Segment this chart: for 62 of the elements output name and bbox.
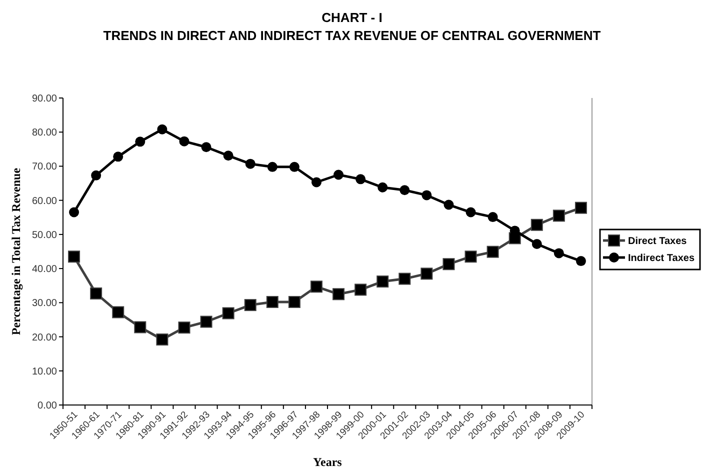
point [486, 246, 499, 258]
point [200, 316, 212, 328]
point [157, 124, 168, 134]
point [201, 142, 212, 152]
point [334, 170, 344, 180]
y-axis-title: Percentage in Total Tax Revenue [9, 167, 23, 336]
point [554, 248, 564, 258]
point [400, 185, 410, 196]
y-tick-label: 0.00 [38, 400, 58, 412]
point [311, 177, 322, 188]
point [267, 162, 278, 172]
point [420, 268, 433, 280]
point [466, 207, 476, 218]
point [356, 174, 366, 184]
y-tick-label: 60.00 [32, 196, 58, 207]
chart-title: CHART - I [322, 10, 382, 25]
legend-label: Indirect Taxes [628, 253, 695, 264]
point [574, 202, 587, 214]
point [444, 200, 454, 210]
y-tick-label: 20.00 [32, 332, 58, 344]
point [179, 136, 190, 146]
y-tick-label: 80.00 [32, 128, 58, 139]
y-tick-label: 90.00 [32, 94, 58, 104]
point [245, 158, 256, 169]
point [310, 280, 322, 293]
point [464, 250, 477, 263]
point [289, 162, 300, 172]
point [354, 284, 367, 296]
legend-label: Direct Taxes [628, 236, 688, 247]
point [442, 258, 455, 270]
point [244, 299, 256, 312]
point [112, 306, 124, 318]
point [530, 218, 543, 231]
point [223, 150, 234, 161]
point [378, 182, 388, 192]
point [69, 207, 80, 218]
y-tick-label: 10.00 [32, 366, 58, 378]
x-axis-title: Years [313, 455, 342, 469]
point [68, 250, 80, 263]
point [156, 334, 168, 346]
point [532, 238, 542, 249]
point [113, 152, 124, 162]
point [422, 190, 432, 200]
y-tick-label: 50.00 [32, 230, 58, 241]
point [332, 288, 345, 300]
y-tick-label: 40.00 [32, 264, 58, 276]
point [134, 321, 146, 334]
point [552, 210, 565, 222]
y-tick-label: 70.00 [32, 162, 58, 173]
point [90, 287, 102, 300]
point [91, 170, 102, 180]
chart-subtitle: TRENDS IN DIRECT AND INDIRECT TAX REVENUE OF CENTRAL GOVERNMENT [103, 28, 601, 43]
y-tick-label: 30.00 [32, 298, 58, 310]
point [135, 136, 146, 147]
point [576, 256, 586, 266]
point [288, 296, 300, 308]
point [222, 307, 234, 320]
point [398, 272, 411, 285]
point [376, 276, 389, 288]
point [266, 296, 278, 308]
point [178, 322, 190, 334]
point [488, 212, 498, 222]
